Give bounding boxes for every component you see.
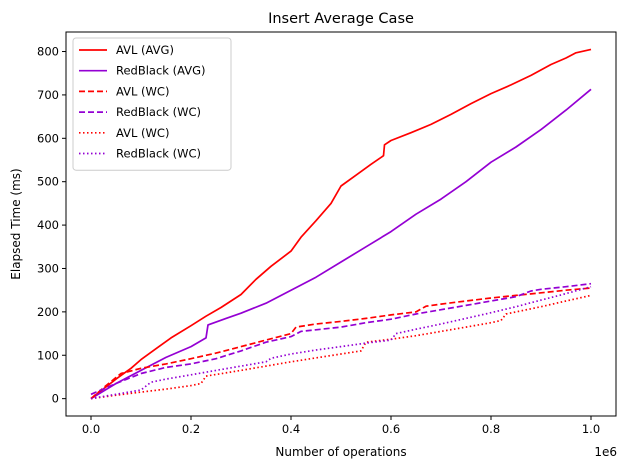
- y-tick-label: 100: [37, 348, 59, 362]
- legend-box: [72, 37, 232, 171]
- x-tick-label: 0.8: [482, 422, 500, 436]
- legend-label: RedBlack (AVG): [116, 64, 206, 78]
- y-tick-label: 800: [37, 45, 59, 59]
- y-axis-ticks: 0 100 200 300 400 500 600 700 800: [37, 45, 66, 406]
- x-tick-label: 0.0: [82, 422, 100, 436]
- series-line-3: [90, 282, 592, 396]
- x-axis-label: Number of operations: [275, 445, 406, 459]
- legend-label: AVL (AVG): [116, 43, 174, 57]
- x-tick-label: 0.2: [182, 422, 200, 436]
- series-line-0: [90, 48, 592, 400]
- y-tick-label: 500: [37, 175, 59, 189]
- legend-label: RedBlack (WC): [116, 147, 201, 161]
- chart-title: Insert Average Case: [268, 11, 414, 27]
- y-tick-label: 0: [52, 392, 59, 406]
- series-line-1: [90, 88, 592, 400]
- y-tick-label: 300: [37, 261, 59, 275]
- y-axis-label: Elapsed Time (ms): [9, 168, 23, 279]
- legend-label: AVL (WC): [116, 126, 169, 140]
- y-tick-label: 700: [37, 88, 59, 102]
- y-tick-label: 400: [37, 218, 59, 232]
- x-tick-label: 0.4: [282, 422, 300, 436]
- x-tick-label: 1.0: [582, 422, 600, 436]
- axes-frame: [65, 31, 617, 417]
- legend: AVL (AVG) RedBlack (AVG) AVL (WC) RedBlack …: [72, 37, 232, 171]
- y-tick-label: 200: [37, 305, 59, 319]
- series-layer: [90, 48, 592, 400]
- series-line-5: [90, 285, 592, 400]
- y-tick-label: 600: [37, 131, 59, 145]
- x-tick-label: 0.6: [382, 422, 400, 436]
- series-line-4: [90, 294, 592, 400]
- x-axis-ticks: 0.0 0.2 0.4 0.6 0.8 1.0: [82, 416, 600, 436]
- legend-label: RedBlack (WC): [116, 105, 201, 119]
- series-line-2: [90, 287, 592, 400]
- x-axis-offset-label: 1e6: [594, 445, 617, 459]
- legend-label: AVL (WC): [116, 84, 169, 98]
